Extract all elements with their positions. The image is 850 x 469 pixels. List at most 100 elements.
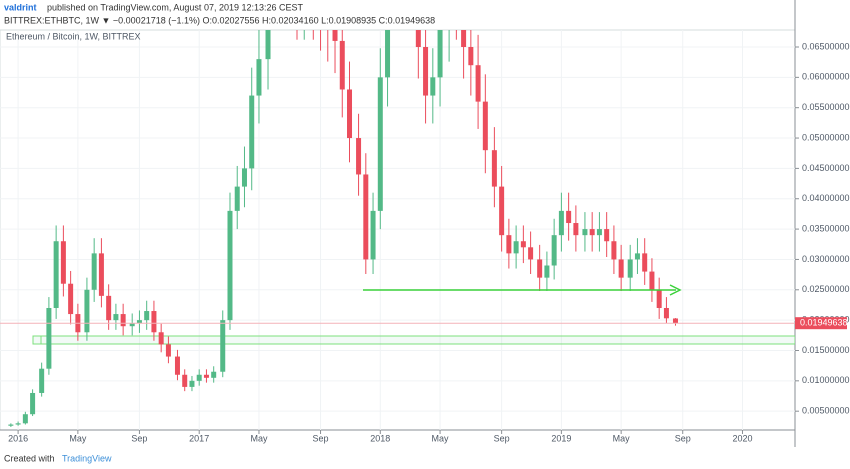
candle-body: [558, 210, 564, 236]
footer-created: Created with: [4, 453, 55, 463]
x-tick-label: May: [432, 433, 450, 443]
candle-body: [573, 223, 579, 236]
candle-body: [53, 241, 59, 308]
candle-body: [129, 323, 135, 327]
candle-body: [203, 374, 209, 378]
author[interactable]: valdrint: [4, 2, 37, 12]
candle-body: [475, 65, 481, 102]
footer-brand[interactable]: TradingView: [62, 453, 112, 463]
candle-body: [347, 89, 353, 139]
y-tick-label: 0.06500000: [802, 41, 850, 51]
support-zone-edge: [32, 335, 42, 345]
candle-body: [627, 259, 633, 278]
candle-body: [15, 423, 21, 425]
candle-body: [84, 289, 90, 333]
candle-body: [227, 210, 233, 321]
x-tick-label: May: [250, 433, 268, 443]
y-tick-label: 0.04000000: [802, 193, 850, 203]
candle-body: [506, 235, 512, 254]
y-tick-label: 0.03500000: [802, 223, 850, 233]
last-price-label: 0.01949638: [800, 318, 848, 328]
y-tick-label: 0.05000000: [802, 132, 850, 142]
y-tick-label: 0.04500000: [802, 163, 850, 173]
candle-body: [136, 320, 142, 324]
plot-area: [8, 0, 795, 427]
candle-body: [656, 289, 662, 308]
candle-body: [430, 77, 436, 96]
x-tick-label: Sep: [494, 433, 510, 443]
candle-body: [499, 186, 505, 236]
candle-body: [363, 174, 369, 260]
candle-body: [377, 77, 383, 211]
published: published on TradingView.com, August 07,…: [47, 2, 304, 12]
support-zone: [32, 335, 795, 345]
candle-body: [241, 168, 247, 187]
y-tick-label: 0.01500000: [802, 345, 850, 355]
candle-body: [454, 0, 459, 5]
x-tick-label: May: [613, 433, 631, 443]
candle-body: [596, 229, 602, 236]
candle-body: [30, 392, 36, 415]
candle-body: [256, 59, 262, 96]
candle-body: [491, 150, 497, 187]
x-tick-label: Sep: [675, 433, 691, 443]
y-tick-label: 0.03000000: [802, 254, 850, 264]
candle-body: [461, 30, 467, 47]
candle-body: [520, 241, 526, 248]
candle-body: [589, 229, 595, 236]
candle-body: [144, 311, 150, 321]
candle-body: [582, 229, 588, 236]
candle-body: [8, 424, 14, 426]
candle-body: [437, 30, 443, 78]
candle-body: [265, 30, 271, 60]
candle-body: [106, 295, 112, 321]
candle-body: [482, 101, 488, 151]
candle-body: [618, 259, 624, 278]
candle-body: [566, 210, 572, 224]
candle-body: [158, 332, 164, 345]
candle-body: [211, 371, 217, 378]
candle-body: [513, 241, 519, 254]
candle-body: [98, 253, 104, 296]
candle-body: [385, 30, 391, 78]
candle-body: [415, 30, 421, 47]
candle-body: [46, 307, 52, 369]
candles: [8, 0, 678, 427]
candle-body: [189, 380, 195, 387]
x-tick-label: Sep: [313, 433, 329, 443]
candle-body: [634, 253, 640, 260]
candle-body: [339, 40, 345, 90]
candle-body: [642, 253, 648, 272]
candle-body: [234, 186, 240, 211]
x-tick-label: 2019: [551, 433, 571, 443]
candle-body: [663, 307, 669, 319]
candle-body: [60, 241, 66, 284]
candle-body: [311, 0, 316, 5]
candle-body: [551, 235, 557, 266]
x-tick-label: May: [69, 433, 87, 443]
support-arrow: [669, 284, 682, 296]
candle-body: [356, 138, 362, 175]
candle-body: [113, 314, 119, 321]
candle-body: [528, 247, 534, 260]
candle-body: [165, 344, 171, 357]
x-tick-label: Sep: [131, 433, 147, 443]
candle-body: [447, 0, 452, 29]
candle-body: [649, 271, 655, 290]
y-tick-label: 0.02500000: [802, 284, 850, 294]
y-tick-label: 0.00500000: [802, 406, 850, 416]
chart-title: Ethereum / Bitcoin, 1W, BITTREX: [6, 31, 141, 41]
candle-body: [604, 229, 610, 242]
candle-body: [611, 241, 617, 260]
y-tick-label: 0.06000000: [802, 72, 850, 82]
candle-body: [39, 368, 45, 393]
candle-body: [332, 30, 338, 41]
last-price-box: [795, 317, 847, 330]
candle-body: [544, 265, 550, 278]
x-tick-label: 2018: [370, 433, 390, 443]
candle-body: [468, 46, 474, 66]
candle-body: [174, 356, 180, 375]
candle-body: [151, 311, 157, 333]
